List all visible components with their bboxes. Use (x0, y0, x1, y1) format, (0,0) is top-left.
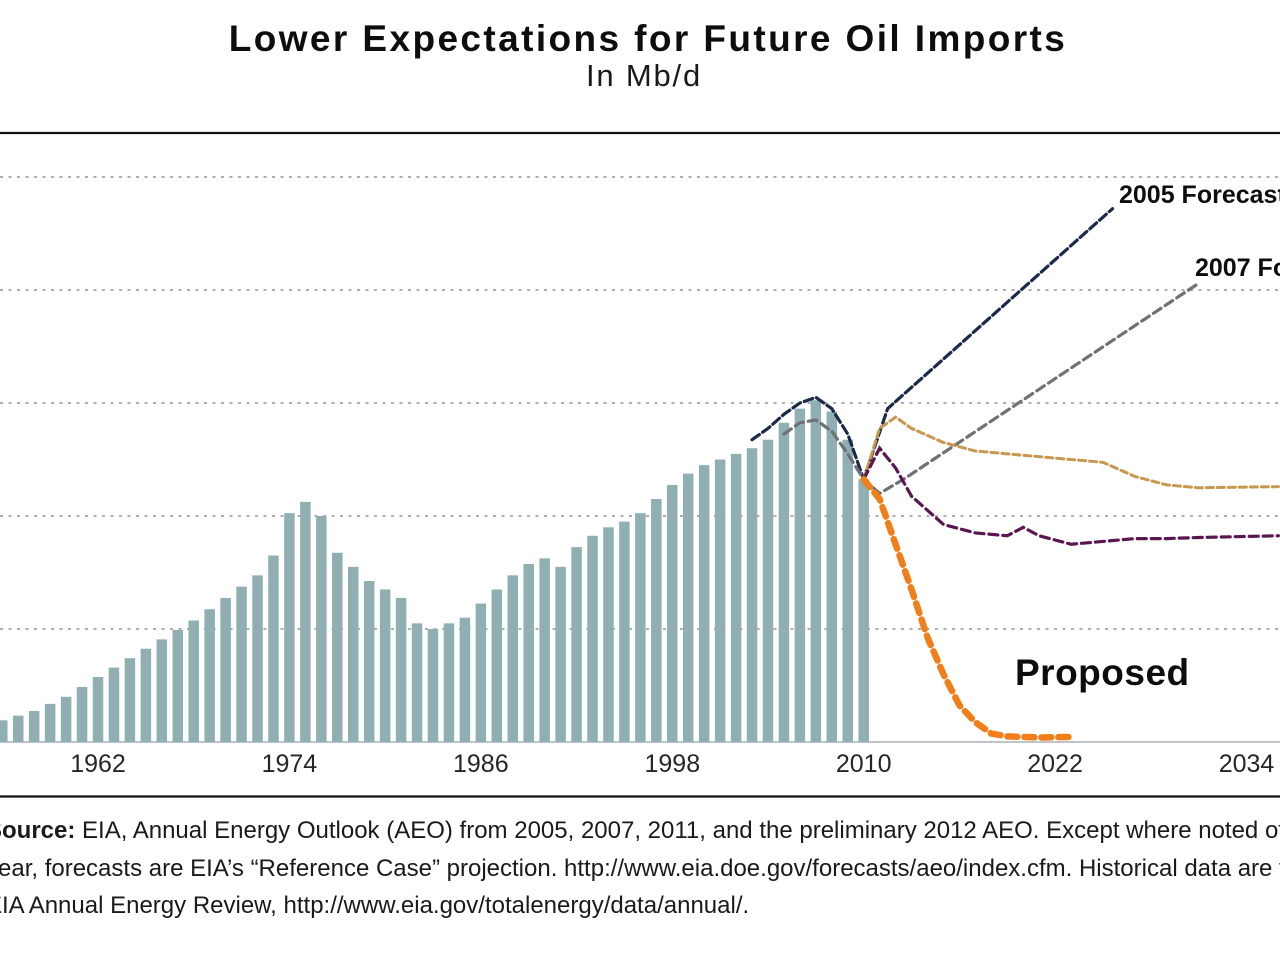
svg-text:1986: 1986 (453, 750, 509, 778)
svg-text:1974: 1974 (262, 750, 318, 778)
svg-text:2007 Forecast: 2007 Forecast (1195, 254, 1280, 282)
svg-text:1998: 1998 (644, 750, 700, 778)
svg-text:2034: 2034 (1219, 750, 1275, 778)
svg-text:2022: 2022 (1027, 750, 1083, 778)
svg-text:2010: 2010 (836, 750, 892, 778)
svg-text:1962: 1962 (70, 750, 126, 778)
svg-text:2005 Forecast: 2005 Forecast (1119, 181, 1280, 209)
svg-text:Proposed: Proposed (1015, 652, 1190, 693)
